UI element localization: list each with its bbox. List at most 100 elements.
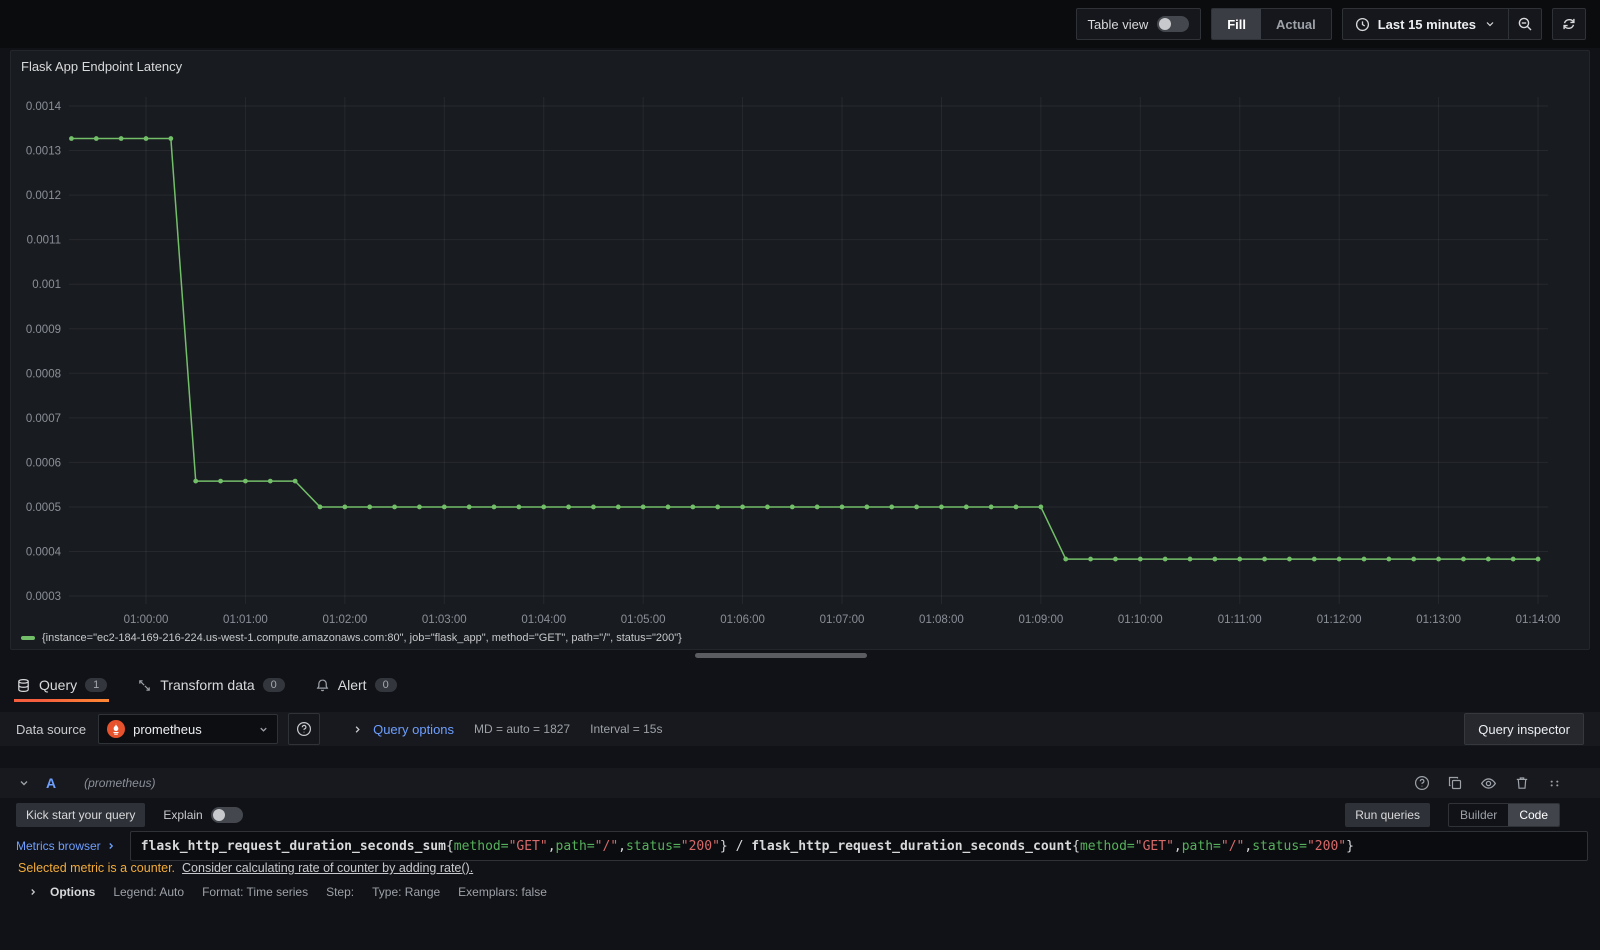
clock-icon — [1355, 17, 1370, 32]
warning-text: Selected metric is a counter. — [18, 861, 176, 875]
svg-text:0.0005: 0.0005 — [26, 502, 61, 514]
datasource-value: prometheus — [133, 721, 202, 737]
fill-button[interactable]: Fill — [1212, 9, 1261, 39]
query-help-icon[interactable] — [1414, 775, 1430, 791]
warning-rate-link[interactable]: Consider calculating rate of counter by … — [182, 861, 474, 875]
chevron-right-icon — [106, 841, 116, 851]
transform-icon — [137, 678, 152, 693]
svg-text:01:06:00: 01:06:00 — [720, 614, 765, 626]
tab-alert-label: Alert — [337, 677, 367, 693]
svg-text:0.0004: 0.0004 — [26, 547, 62, 559]
chevron-right-icon — [352, 724, 363, 735]
options-legend: Legend: Auto — [113, 885, 185, 899]
explain-toggle[interactable] — [210, 807, 243, 823]
tab-transform-data[interactable]: Transform data 0 — [137, 677, 285, 693]
datasource-label: Data source — [16, 721, 87, 737]
svg-text:0.001: 0.001 — [32, 279, 61, 291]
time-range-label: Last 15 minutes — [1377, 16, 1476, 32]
svg-text:0.0003: 0.0003 — [26, 591, 61, 603]
svg-text:01:07:00: 01:07:00 — [820, 614, 865, 626]
refresh-button[interactable] — [1552, 8, 1586, 40]
query-options-summary-row: Options Legend: Auto Format: Time series… — [28, 885, 547, 899]
query-ref-id[interactable]: A — [46, 775, 57, 791]
svg-text:01:08:00: 01:08:00 — [919, 614, 964, 626]
zoom-out-icon — [1517, 16, 1533, 32]
code-button[interactable]: Code — [1508, 804, 1559, 826]
tab-query[interactable]: Query 1 — [13, 677, 110, 702]
database-icon — [16, 678, 31, 693]
tab-transform-badge: 0 — [262, 678, 285, 692]
datasource-bar: Data source prometheus Query opt — [0, 712, 1600, 746]
fill-actual-switcher: Fill Actual — [1211, 8, 1332, 40]
time-series-chart[interactable]: 0.0014 0.0013 0.0012 0.0011 0.001 0.0009 0.000… — [11, 51, 1591, 651]
options-label: Options — [50, 885, 96, 899]
query-actions — [1414, 775, 1562, 792]
tab-alert-badge: 0 — [374, 678, 397, 692]
toggle-visibility-icon[interactable] — [1480, 775, 1497, 792]
builder-button[interactable]: Builder — [1459, 808, 1498, 822]
run-queries-button[interactable]: Run queries — [1345, 803, 1430, 827]
collapse-chevron-icon[interactable] — [18, 777, 30, 789]
duplicate-query-icon[interactable] — [1447, 775, 1463, 791]
drag-handle-icon[interactable] — [1547, 776, 1562, 791]
query-datasource-hint: (prometheus) — [84, 776, 156, 790]
query-row-header: A (prometheus) — [0, 768, 1600, 798]
options-type: Type: Range — [372, 885, 441, 899]
svg-text:01:09:00: 01:09:00 — [1018, 614, 1063, 626]
prometheus-icon — [107, 720, 126, 738]
svg-text:0.0007: 0.0007 — [26, 413, 61, 425]
promql-editor-row: Metrics browser flask_http_request_durat… — [16, 831, 1588, 861]
svg-text:01:00:00: 01:00:00 — [124, 614, 169, 626]
svg-text:01:14:00: 01:14:00 — [1516, 614, 1561, 626]
panel-editor-toolbar: Table view Fill Actual Last 15 minutes — [0, 0, 1600, 48]
svg-text:01:05:00: 01:05:00 — [621, 614, 666, 626]
time-range-picker[interactable]: Last 15 minutes — [1341, 8, 1508, 40]
svg-text:0.0012: 0.0012 — [26, 190, 61, 202]
svg-text:01:04:00: 01:04:00 — [521, 614, 566, 626]
svg-text:0.0009: 0.0009 — [26, 324, 61, 336]
query-options-toggle[interactable]: Query options — [352, 722, 454, 737]
query-options-label: Query options — [373, 721, 455, 737]
tab-alert[interactable]: Alert 0 — [315, 677, 397, 693]
options-format: Format: Time series — [202, 885, 309, 899]
datasource-picker[interactable]: prometheus — [98, 714, 279, 744]
query-editor-toolbar: Kick start your query Explain Run querie… — [16, 803, 1560, 827]
svg-text:01:11:00: 01:11:00 — [1218, 614, 1262, 626]
run-query-cluster: Run queries Builder Code — [1345, 803, 1560, 827]
svg-text:01:02:00: 01:02:00 — [322, 614, 367, 626]
tab-transform-label: Transform data — [160, 677, 255, 693]
options-exemplars: Exemplars: false — [458, 885, 547, 899]
bell-icon — [315, 678, 330, 693]
query-inspector-button[interactable]: Query inspector — [1464, 713, 1584, 745]
legend-item[interactable]: {instance="ec2-184-169-216-224.us-west-1… — [21, 632, 682, 644]
refresh-icon — [1561, 16, 1577, 32]
kick-start-query-button[interactable]: Kick start your query — [16, 803, 146, 827]
svg-text:01:12:00: 01:12:00 — [1317, 614, 1362, 626]
svg-text:01:03:00: 01:03:00 — [422, 614, 467, 626]
chevron-right-icon — [28, 887, 38, 897]
query-options-interval: Interval = 15s — [590, 722, 663, 736]
svg-text:0.0006: 0.0006 — [26, 457, 61, 469]
panel-resize-handle[interactable] — [695, 653, 867, 658]
table-view-label: Table view — [1087, 16, 1149, 32]
question-circle-icon — [296, 721, 312, 737]
options-toggle[interactable]: Options — [28, 885, 95, 899]
svg-text:01:13:00: 01:13:00 — [1416, 614, 1461, 626]
legend-series-swatch — [21, 636, 35, 640]
query-options-md: MD = auto = 1827 — [474, 722, 571, 736]
explain-label: Explain — [163, 808, 203, 822]
remove-query-icon[interactable] — [1514, 775, 1530, 791]
metrics-browser-link[interactable]: Metrics browser — [16, 839, 116, 853]
table-view-toggle[interactable] — [1157, 16, 1190, 32]
promql-query-input[interactable]: flask_http_request_duration_seconds_sum{… — [129, 831, 1588, 861]
panel-title[interactable]: Flask App Endpoint Latency — [21, 59, 183, 74]
time-controls: Last 15 minutes — [1341, 8, 1542, 40]
counter-warning: Selected metric is a counter. Consider c… — [18, 861, 473, 875]
editor-tabs: Query 1 Transform data 0 Alert 0 — [13, 670, 397, 702]
datasource-help-button[interactable] — [288, 713, 321, 745]
legend-series-label: {instance="ec2-184-169-216-224.us-west-1… — [42, 632, 682, 644]
explain-control: Explain — [163, 807, 243, 823]
actual-button[interactable]: Actual — [1276, 16, 1316, 32]
time-zoom-out-button[interactable] — [1508, 8, 1542, 40]
options-step: Step: — [326, 885, 355, 899]
